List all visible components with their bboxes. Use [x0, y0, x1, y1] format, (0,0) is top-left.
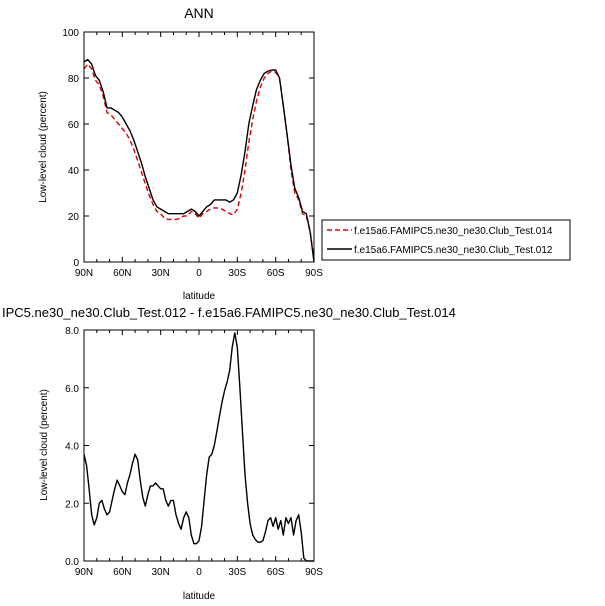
legend: f.e15a6.FAMIPC5.ne30_ne30.Club_Test.014 …	[321, 219, 571, 261]
x-tick-label: 90S	[305, 567, 323, 578]
x-tick-label: 0	[196, 567, 202, 578]
axis-ticks: 90N 60N 30N 0 30S 60S 90S 0 20 40 60 80 100	[62, 28, 323, 279]
x-tick-label: 60S	[267, 567, 285, 578]
x-tick-label: 90N	[75, 567, 93, 578]
y-tick-label: 60	[68, 120, 80, 131]
axis-ticks: 90N 60N 30N 0 30S 60S 90S 0.0 2.0 4.0 6.0 8.0	[65, 326, 323, 578]
series-line-1	[83, 332, 314, 562]
x-axis-label: latitude	[183, 291, 216, 302]
y-axis-label: Low-level cloud (percent)	[39, 389, 50, 501]
x-tick-label: 60N	[113, 268, 131, 279]
y-tick-label: 6.0	[65, 384, 79, 395]
plot-frame	[83, 329, 315, 562]
x-tick-label: 30N	[151, 567, 169, 578]
y-tick-label: 80	[68, 74, 80, 85]
legend-entry-1: f.e15a6.FAMIPC5.ne30_ne30.Club_Test.014	[354, 226, 553, 237]
y-tick-label: 100	[62, 28, 79, 39]
x-tick-label: 30N	[151, 268, 169, 279]
x-tick-label: 0	[196, 268, 202, 279]
x-tick-label: 30S	[228, 268, 246, 279]
x-tick-label: 90S	[305, 268, 323, 279]
x-tick-label: 90N	[75, 268, 93, 279]
chart-title: IPC5.ne30_ne30.Club_Test.012 - f.e15a6.F…	[2, 305, 456, 320]
series-line-1	[83, 63, 315, 260]
plot-frame	[83, 31, 315, 263]
y-tick-label: 8.0	[65, 326, 79, 337]
chart-title: ANN	[184, 5, 214, 21]
y-tick-label: 2.0	[65, 499, 79, 510]
legend-frame	[321, 219, 571, 261]
plot-lines	[83, 332, 314, 562]
y-tick-label: 4.0	[65, 442, 79, 453]
x-tick-label: 60S	[267, 268, 285, 279]
bottom-chart: IPC5.ne30_ne30.Club_Test.012 - f.e15a6.F…	[2, 305, 456, 602]
plot-lines	[83, 58, 315, 263]
y-tick-label: 20	[68, 212, 80, 223]
x-tick-label: 30S	[228, 567, 246, 578]
y-tick-label: 0	[73, 258, 79, 269]
x-tick-label: 60N	[113, 567, 131, 578]
top-chart: ANN Low-level cloud (percent) latitude 9…	[38, 5, 323, 302]
x-axis-label: latitude	[183, 591, 216, 602]
y-tick-label: 0.0	[65, 557, 79, 568]
legend-entry-2: f.e15a6.FAMIPC5.ne30_ne30.Club_Test.012	[354, 245, 553, 256]
series-line-2	[83, 58, 315, 263]
y-axis-label: Low-level cloud (percent)	[38, 91, 49, 203]
y-tick-label: 40	[68, 166, 80, 177]
